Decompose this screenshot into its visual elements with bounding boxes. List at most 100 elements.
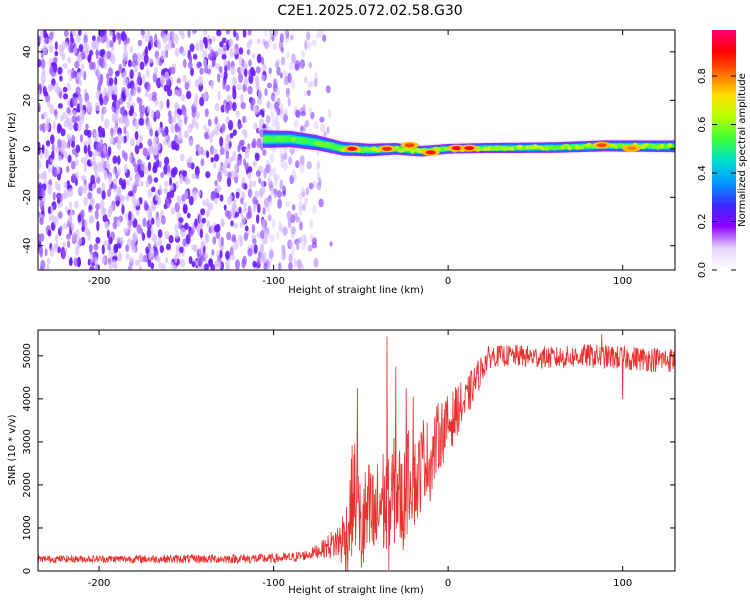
noise-point	[113, 243, 119, 254]
noise-point	[191, 30, 196, 35]
noise-point	[283, 75, 289, 86]
noise-point	[280, 251, 285, 261]
noise-point	[39, 217, 44, 226]
noise-point	[94, 256, 98, 266]
noise-point	[175, 230, 179, 239]
noise-point	[304, 119, 310, 128]
noise-point	[66, 233, 71, 240]
noise-point	[160, 172, 165, 178]
noise-point	[322, 34, 327, 42]
band-speckle	[271, 136, 277, 140]
noise-point	[69, 210, 73, 218]
peak-core	[451, 146, 462, 151]
noise-point	[101, 182, 106, 193]
noise-point	[203, 58, 207, 68]
x-tick-label: -100	[262, 578, 285, 589]
noise-point	[259, 129, 265, 138]
noise-point	[132, 89, 136, 97]
noise-point	[279, 179, 284, 190]
noise-point	[226, 231, 232, 241]
noise-point	[272, 82, 278, 93]
noise-point	[59, 225, 63, 232]
noise-point	[71, 140, 75, 148]
noise-point	[201, 217, 206, 224]
noise-point	[213, 224, 220, 233]
noise-point	[54, 41, 58, 50]
noise-point	[241, 182, 245, 189]
noise-point	[91, 151, 97, 157]
x-tick-label: -200	[88, 276, 111, 287]
noise-point	[151, 233, 157, 243]
noise-point	[202, 199, 206, 207]
noise-point	[167, 39, 173, 50]
noise-point	[171, 140, 177, 150]
noise-point	[238, 56, 243, 66]
noise-point	[253, 122, 258, 130]
noise-point	[78, 185, 85, 195]
noise-point	[42, 44, 48, 55]
noise-point	[276, 231, 280, 241]
noise-point	[240, 93, 244, 104]
noise-point	[132, 157, 136, 168]
noise-point	[44, 36, 49, 45]
noise-point	[301, 110, 306, 117]
noise-point	[53, 215, 59, 226]
noise-point	[312, 204, 317, 214]
noise-point	[240, 197, 244, 205]
noise-point	[208, 258, 213, 266]
noise-point	[308, 107, 313, 115]
noise-point	[295, 216, 301, 223]
noise-point	[213, 162, 217, 169]
noise-point	[167, 88, 173, 97]
noise-point	[327, 108, 332, 119]
noise-point	[249, 66, 255, 76]
noise-point	[206, 68, 212, 75]
noise-point	[205, 171, 211, 179]
band-speckle	[487, 145, 492, 151]
noise-point	[184, 130, 188, 139]
noise-point	[282, 226, 288, 236]
noise-point	[141, 232, 146, 241]
noise-point	[145, 179, 150, 188]
noise-point	[264, 40, 269, 50]
band-speckle	[643, 143, 651, 147]
noise-point	[228, 38, 234, 48]
noise-point	[214, 179, 218, 187]
noise-point	[263, 197, 269, 208]
spectrogram-noise-scatter	[38, 30, 336, 270]
noise-point	[87, 230, 91, 241]
noise-point	[302, 204, 306, 211]
noise-point	[272, 189, 278, 196]
noise-point	[59, 75, 63, 82]
noise-point	[254, 190, 260, 198]
noise-point	[129, 257, 135, 264]
noise-point	[122, 179, 126, 188]
noise-point	[107, 164, 111, 172]
noise-point	[240, 211, 244, 219]
peak-core	[382, 146, 392, 151]
noise-point	[320, 123, 326, 133]
noise-point	[167, 110, 172, 118]
noise-point	[247, 166, 253, 173]
spectrogram-x-axis-label: Height of straight line (km)	[288, 285, 424, 296]
noise-point	[136, 77, 141, 85]
noise-point	[247, 205, 252, 215]
colorbar-label: Normalized spectral amplitude	[737, 73, 748, 227]
noise-point	[115, 200, 120, 207]
noise-point	[168, 115, 173, 125]
noise-point	[210, 79, 214, 90]
noise-point	[233, 222, 238, 229]
noise-point	[143, 200, 148, 211]
noise-point	[51, 142, 55, 153]
noise-point	[135, 210, 140, 216]
noise-point	[111, 258, 117, 268]
noise-point	[177, 126, 182, 133]
noise-point	[309, 219, 314, 229]
noise-point	[123, 164, 128, 174]
noise-point	[85, 99, 91, 110]
noise-point	[99, 57, 104, 67]
band-speckle	[663, 144, 669, 150]
noise-point	[318, 177, 322, 186]
noise-point	[48, 32, 54, 40]
colorbar-tick-label: 0.4	[697, 165, 708, 181]
